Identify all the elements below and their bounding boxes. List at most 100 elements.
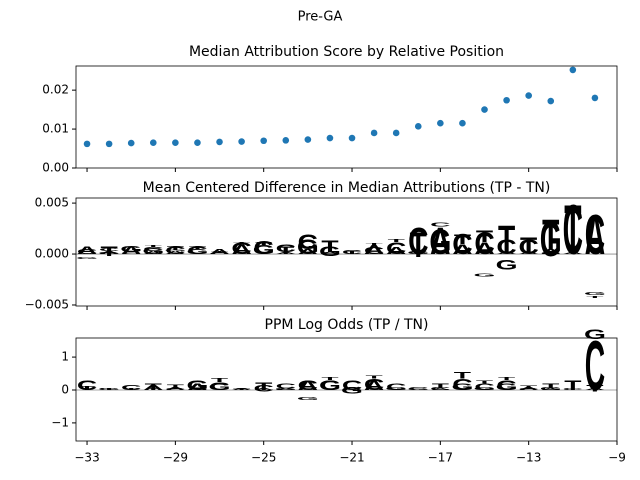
logo-letter: A: [364, 378, 384, 393]
logo-letter: C: [77, 248, 98, 256]
logo-letter: C: [364, 375, 384, 393]
logo-letter: C: [563, 191, 583, 270]
point: [149, 139, 157, 146]
logo-letter: T: [78, 385, 96, 391]
y-tick-label: −0.005: [25, 297, 69, 311]
logo-letter: G: [319, 378, 341, 393]
logo-letter: A: [541, 248, 562, 256]
logo-letter: G: [253, 242, 275, 257]
logo-letter: T: [233, 241, 251, 244]
logo-letter: A: [364, 242, 385, 257]
logo-letter: T: [167, 384, 185, 390]
point: [547, 97, 555, 105]
logo-letter: C: [99, 247, 119, 252]
logo-letter: C: [298, 230, 318, 254]
logo-letter: T: [586, 384, 603, 394]
point: [591, 94, 599, 102]
logo-letter: G: [142, 247, 164, 256]
y-tick-label: 1: [61, 350, 69, 364]
logo-letter: A: [187, 382, 207, 392]
x-tick-label: −33: [74, 451, 99, 465]
logo-letter: T: [542, 382, 560, 390]
logo-letter: C: [276, 242, 296, 255]
logo-letter: G: [120, 245, 142, 254]
logo-letter: G: [98, 388, 120, 391]
logo-letter: G: [76, 257, 98, 260]
logo-letter: C: [585, 205, 605, 267]
logo-letter: C: [209, 253, 229, 255]
logo-letter: T: [476, 380, 494, 385]
logo-letter: G: [474, 273, 496, 278]
logo-letter: T: [542, 210, 559, 258]
axes-title: Mean Centered Difference in Median Attri…: [143, 180, 551, 196]
logo-letter: A: [276, 388, 296, 391]
logo-letter: G: [474, 386, 496, 391]
logo-letter: T: [277, 244, 294, 257]
logo-letter: C: [474, 382, 494, 392]
x-tick-label: −9: [608, 451, 626, 465]
point: [83, 140, 91, 148]
logo-letter: T: [454, 371, 471, 381]
logo-letter: C: [298, 378, 318, 393]
point: [105, 140, 113, 148]
logo-letter: A: [99, 250, 120, 255]
logo-letter: T: [255, 241, 273, 246]
logo-letter: T: [520, 385, 538, 390]
logo-letter: G: [186, 378, 208, 393]
logo-letter: T: [432, 382, 450, 390]
logo-letter: A: [496, 252, 516, 255]
logo-letter: G: [584, 327, 606, 342]
logo-letter: T: [388, 238, 406, 243]
logo-letter: A: [121, 244, 141, 257]
logo-letter: C: [320, 252, 340, 255]
logo-letter: G: [341, 385, 363, 395]
logo-letter: T: [255, 380, 272, 393]
logo-letter: A: [209, 248, 230, 256]
logo-letter: C: [121, 252, 141, 255]
logo-letter: G: [429, 222, 451, 262]
logo-letter: T: [211, 251, 229, 254]
logo-letter: T: [101, 388, 118, 391]
logo-letter: A: [518, 386, 539, 391]
logo-letter: G: [496, 382, 518, 392]
logo-letter: C: [165, 388, 185, 391]
point: [481, 106, 488, 113]
logo-letter: G: [540, 386, 562, 391]
logo-letter: C: [77, 378, 97, 393]
point: [459, 119, 466, 127]
logo-letter: C: [209, 380, 229, 393]
point: [370, 129, 378, 137]
logo-letter: T: [321, 376, 339, 381]
axes-title: PPM Log Odds (TP / TN): [265, 317, 429, 333]
logo-letter: T: [365, 242, 383, 245]
logo-letter: C: [364, 246, 384, 257]
x-tick-label: −29: [163, 451, 188, 465]
logo-letter: T: [189, 245, 207, 250]
point: [503, 96, 510, 104]
logo-letter: T: [498, 219, 516, 261]
x-tick-label: −21: [339, 451, 364, 465]
point: [348, 134, 356, 142]
y-tick-label: 0.01: [42, 122, 69, 136]
logo-letter: G: [98, 252, 120, 255]
y-tick-label: 0.000: [35, 247, 69, 261]
logo-letter: T: [211, 377, 229, 383]
logo-letter: G: [584, 291, 606, 296]
point: [525, 92, 532, 99]
logo-letter: C: [386, 239, 407, 258]
logo-letter: A: [276, 252, 296, 255]
logo-letter: C: [518, 235, 538, 259]
point: [127, 139, 135, 147]
logo-letter: A: [231, 241, 251, 257]
point: [326, 134, 334, 142]
logo-letter: C: [563, 388, 583, 391]
logo-letter: A: [541, 388, 561, 391]
point: [437, 119, 444, 127]
point: [172, 139, 179, 146]
point: [194, 139, 201, 146]
logo-letter: A: [386, 246, 406, 257]
logo-letter: T: [145, 245, 163, 248]
logo-letter: G: [186, 248, 208, 256]
y-tick-label: 0.02: [42, 83, 69, 97]
logo-letter: G: [297, 235, 319, 259]
